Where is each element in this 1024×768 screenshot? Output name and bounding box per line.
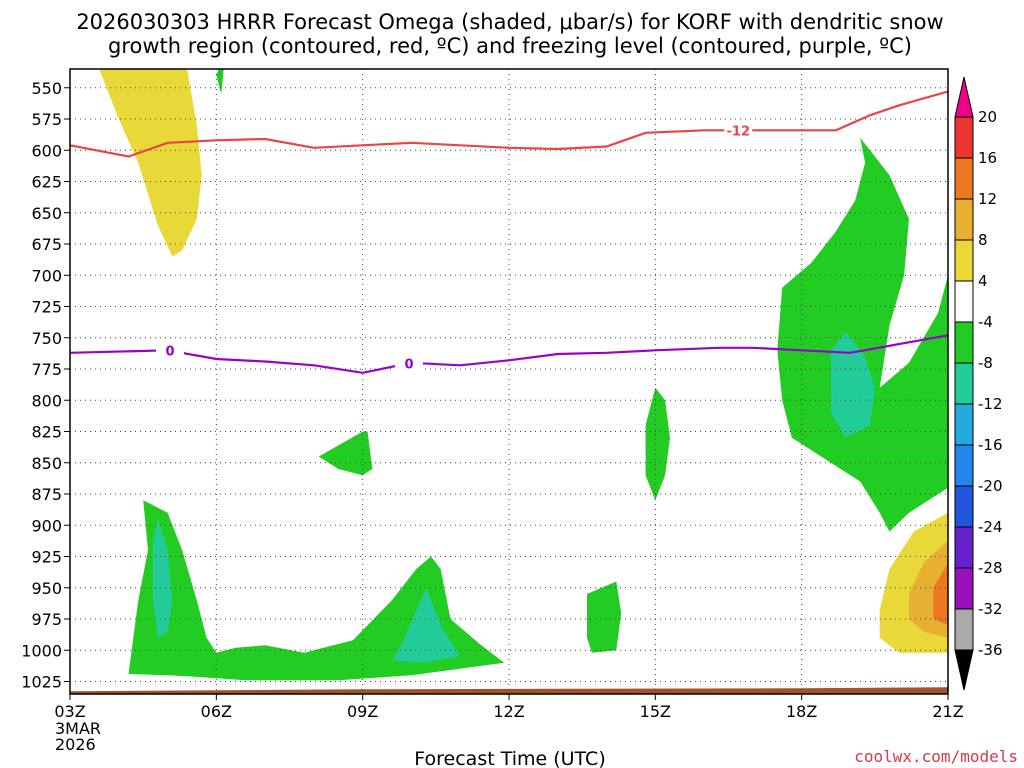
plot-area: -12 0 0 [69, 68, 949, 695]
colorbar-label-2: 12 [978, 190, 997, 208]
colorbar-label-7: -12 [978, 395, 1003, 413]
colorbar-label-3: 8 [978, 231, 988, 249]
contour-label-1-1: 0 [404, 357, 413, 372]
colorbar-swatch-9 [954, 444, 974, 487]
gridlines [70, 69, 948, 694]
contour-label-0-0: -12 [727, 124, 751, 139]
colorbar-top-arrow [954, 76, 974, 118]
colorbar-label-12: -32 [978, 600, 1003, 618]
y-tick-label-19: 1025 [21, 673, 62, 692]
x-tick-label-5: 18Z [786, 702, 817, 721]
y-tick-label-9: 775 [31, 360, 62, 379]
chart-title: 2026030303 HRRR Forecast Omega (shaded, … [76, 10, 943, 58]
y-tick-label-12: 850 [31, 454, 62, 473]
contour-label-bg-0-0 [724, 122, 753, 139]
colorbar-swatch-10 [954, 485, 974, 528]
y-axis: 550 575 600 625 650 675 700 725 750 775 800 825 850 8… [21, 79, 70, 692]
ground-band-fill [70, 687, 948, 694]
y-tick-label-2: 600 [31, 141, 62, 160]
y-tick-label-4: 650 [31, 204, 62, 223]
omega-region-3 [830, 331, 875, 438]
x-axis-title: Forecast Time (UTC) [414, 748, 605, 768]
y-tick-label-13: 875 [31, 485, 62, 504]
colorbar-label-6: -8 [978, 354, 993, 372]
colorbar-swatch-7 [954, 362, 974, 405]
title-line-1: 2026030303 HRRR Forecast Omega (shaded, … [76, 10, 943, 34]
colorbar-label-0: 20 [978, 108, 997, 126]
omega-region-12 [933, 562, 948, 626]
x-tick-label-2: 09Z [347, 702, 378, 721]
y-tick-label-14: 900 [31, 516, 62, 535]
x-tick-label-4: 15Z [640, 702, 671, 721]
colorbar-label-1: 16 [978, 149, 997, 167]
y-tick-label-16: 950 [31, 579, 62, 598]
colorbar-label-4: 4 [978, 272, 988, 290]
x-date-label-0: 3MAR [55, 719, 101, 738]
omega-region-0 [99, 69, 202, 257]
colorbar-swatch-3 [954, 198, 974, 241]
omega-region-1 [216, 69, 224, 94]
colorbar-swatch-1 [954, 116, 974, 159]
colorbar: 20 16 12 8 4 -4 -8 -12 -16 -20 -24 -28 -32 -36 [954, 76, 1003, 691]
colorbar-swatch-6 [954, 321, 974, 364]
colorbar-swatch-5 [954, 280, 974, 323]
y-tick-label-6: 700 [31, 266, 62, 285]
contour-line-1 [70, 334, 948, 374]
credit-text: coolwx.com/models [854, 747, 1018, 766]
omega-region-9 [391, 587, 461, 663]
colorbar-label-13: -36 [978, 641, 1003, 659]
y-tick-label-7: 725 [31, 298, 62, 317]
colorbar-swatch-12 [954, 567, 974, 610]
colorbar-label-9: -20 [978, 477, 1003, 495]
omega-region-5 [645, 387, 670, 501]
colorbar-label-11: -28 [978, 559, 1003, 577]
colorbar-swatch-2 [954, 157, 974, 200]
omega-region-4 [318, 431, 373, 476]
y-tick-label-10: 800 [31, 391, 62, 410]
contour-label-bg-1-1 [395, 355, 424, 372]
x-tick-label-0: 03Z [54, 702, 85, 721]
x-tick-label-3: 12Z [493, 702, 524, 721]
colorbar-swatch-4 [954, 239, 974, 282]
colorbar-bottom-arrow [954, 649, 974, 691]
y-tick-label-1: 575 [31, 110, 62, 129]
x-date-label-1: 2026 [55, 735, 96, 754]
colorbar-swatch-13 [954, 608, 974, 651]
contour-label-bg-1-0 [155, 342, 184, 359]
y-tick-label-8: 750 [31, 329, 62, 348]
colorbar-swatch-11 [954, 526, 974, 569]
contour-label-1-0: 0 [165, 345, 174, 360]
y-tick-label-18: 1000 [21, 641, 62, 660]
ground-band [70, 687, 948, 694]
title-line-2: growth region (contoured, red, ºC) and f… [108, 34, 912, 58]
omega-shading [99, 69, 948, 681]
y-tick-label-0: 550 [31, 79, 62, 98]
colorbar-label-10: -24 [978, 518, 1003, 536]
contour-line-0 [70, 90, 948, 158]
x-tick-label-1: 06Z [201, 702, 232, 721]
omega-region-2 [777, 137, 948, 532]
y-tick-label-5: 675 [31, 235, 62, 254]
contour-lines: -12 0 0 [70, 90, 948, 374]
y-tick-label-17: 975 [31, 610, 62, 629]
omega-region-6 [587, 581, 622, 653]
y-tick-label-3: 625 [31, 173, 62, 192]
colorbar-label-5: -4 [978, 313, 993, 331]
omega-region-8 [152, 519, 173, 638]
x-tick-label-6: 21Z [932, 702, 963, 721]
y-tick-label-11: 825 [31, 423, 62, 442]
colorbar-label-8: -16 [978, 436, 1003, 454]
y-tick-label-15: 925 [31, 548, 62, 567]
colorbar-swatch-8 [954, 403, 974, 446]
